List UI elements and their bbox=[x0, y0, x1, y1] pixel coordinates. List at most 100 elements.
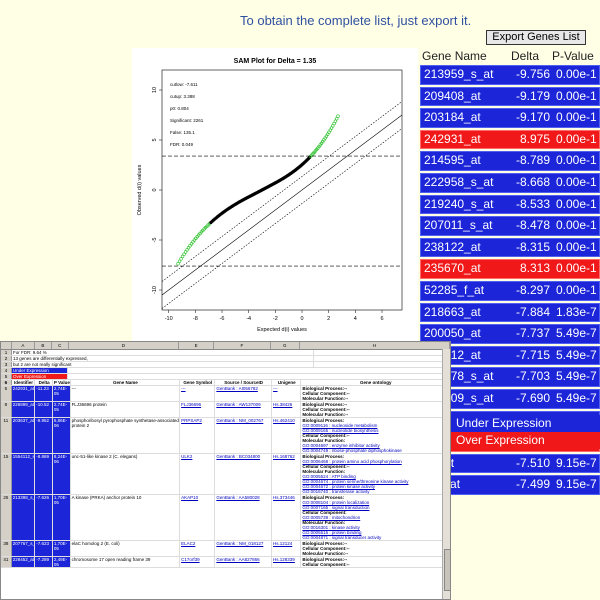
x-tick-label: 0 bbox=[300, 316, 303, 322]
go-term[interactable]: GO:0004672 : protein kinase activity bbox=[302, 484, 375, 489]
go-term[interactable]: GO:0007165 : signal transduction bbox=[302, 505, 370, 510]
p-value-cell: 5.49e-7 bbox=[556, 390, 597, 405]
export-genes-button[interactable]: Export Genes List bbox=[486, 30, 586, 45]
sheet-cell-uni[interactable]: Hs.373446 bbox=[272, 495, 302, 540]
vertical-scrollbar[interactable] bbox=[442, 349, 450, 599]
scrollbar-thumb[interactable] bbox=[444, 549, 450, 591]
go-term[interactable]: GO:0016740 : transferase activity bbox=[302, 489, 370, 494]
gene-row[interactable]: 235670_at 8.313 0.00e-1 bbox=[420, 259, 600, 279]
gene-row[interactable]: 209709_s_at -7.690 5.49e-7 bbox=[420, 388, 600, 409]
go-term[interactable]: GO:0004674 : protein serine/threonine ki… bbox=[302, 479, 409, 484]
sheet-cell-uni[interactable]: Hs.462410 bbox=[272, 418, 302, 453]
sheet-cell-src[interactable]: GenBank : AA580028 bbox=[215, 495, 273, 540]
plot-stat: FDR: 0.049 bbox=[170, 142, 194, 147]
sam-plot: SAM Plot for Delta = 1.35 Expected d(i) … bbox=[132, 48, 418, 368]
sheet-cell-sym[interactable]: C17orf39 bbox=[180, 557, 216, 567]
col-letter[interactable]: B bbox=[35, 342, 52, 349]
x-tick-label: -4 bbox=[246, 316, 251, 322]
delta-cell: 8.313 bbox=[519, 261, 550, 276]
sheet-data-row: 8 226899_at -10.52 2,74E-05 FLJ36696 protein… bbox=[1, 402, 450, 418]
go-term[interactable]: GO:0008104 : protein localization bbox=[302, 500, 370, 505]
sheet-cell-uni[interactable]: Hs.128339 bbox=[272, 557, 302, 567]
sheet-cell-sym[interactable]: AKAP10 bbox=[180, 495, 216, 540]
sheet-cell-src[interactable]: GenBank : BC034800 bbox=[215, 454, 273, 494]
p-value-cell: 0.00e-1 bbox=[556, 218, 597, 233]
col-letter[interactable]: D bbox=[69, 342, 180, 349]
sheet-cell-id: 203637_at bbox=[11, 418, 36, 453]
sheet-legend-over: Over Expression bbox=[12, 374, 68, 379]
go-term: Biological Process: bbox=[302, 454, 345, 459]
gene-row[interactable]: 242931_at 8.975 0.00e-1 bbox=[420, 129, 600, 150]
go-term[interactable]: GO:0005524 : ATP binding bbox=[302, 474, 356, 479]
go-term: Biological Process:-- bbox=[302, 402, 348, 407]
sheet-cell-src[interactable]: GenBank : NM_002767 bbox=[215, 418, 273, 453]
delta-cell: -7.737 bbox=[515, 326, 550, 341]
go-term: Molecular Function:-- bbox=[302, 412, 349, 417]
gene-row[interactable]: 52285_f_at -8.297 0.00e-1 bbox=[420, 280, 600, 301]
sheet-cell-go: Biological Process: GO:0009116 : nucleosi… bbox=[301, 418, 450, 453]
go-term[interactable]: GO:0005739 : mitochondrion bbox=[302, 515, 361, 520]
go-term: Biological Process:-- bbox=[302, 557, 348, 562]
gene-row[interactable]: 218663_at -7.884 1.83e-7 bbox=[420, 302, 600, 323]
go-term[interactable]: GO:0004749 : ribose-phosphate diphosphok… bbox=[302, 448, 402, 453]
sheet-header-row: 6 Identifier Delta P Value Gene Name Gen… bbox=[1, 380, 450, 386]
go-term: Molecular Function: bbox=[302, 520, 346, 525]
p-value-cell: 9.15e-7 bbox=[556, 477, 597, 492]
col-letter[interactable]: C bbox=[52, 342, 69, 349]
go-term[interactable]: GO:0004697 : enzyme inhibitor activity bbox=[302, 443, 380, 448]
go-term[interactable]: GO:0006468 : protein amino acid phosphor… bbox=[302, 459, 402, 464]
gene-row[interactable]: 209408_at -9.179 0.00e-1 bbox=[420, 86, 600, 107]
col-letter[interactable]: H bbox=[300, 342, 450, 349]
gene-row[interactable]: 207011_s_at -8.478 0.00e-1 bbox=[420, 216, 600, 236]
sheet-cell-src[interactable]: GenBank : NM_018127 bbox=[215, 541, 273, 556]
gene-row[interactable]: 213959_s_at -9.756 0.00e-1 bbox=[420, 65, 600, 85]
gene-row[interactable]: 200050_at -7.737 5.49e-7 bbox=[420, 324, 600, 344]
go-term: Cellular Component:-- bbox=[302, 546, 350, 551]
col-letter[interactable]: E bbox=[179, 342, 215, 349]
spreadsheet-window[interactable]: A B C D E F G H 1 For FDR: 9.64 % 2 13 gen… bbox=[0, 341, 451, 600]
row-number: 41 bbox=[1, 557, 12, 567]
sheet-cell-src[interactable]: GenBank : AW137009 bbox=[215, 402, 273, 417]
sheet-cell-sym[interactable]: PRPSAP2 bbox=[180, 418, 216, 453]
header-delta: Delta bbox=[510, 49, 539, 63]
sheet-header: Identifier bbox=[12, 380, 36, 385]
plot-frame bbox=[161, 69, 403, 311]
p-value-cell: 5.49e-7 bbox=[556, 326, 597, 341]
significant-gene-point bbox=[188, 244, 192, 248]
go-term[interactable]: GO:0005515 : protein binding bbox=[302, 530, 362, 535]
sheet-cell-id: 213398_s_at bbox=[11, 495, 36, 540]
go-term[interactable]: GO:0009165 : nucleotide biosynthesis bbox=[302, 428, 379, 433]
sheet-cell-uni[interactable]: --- bbox=[272, 386, 302, 401]
sheet-cell-sym[interactable]: FLJ36696 bbox=[180, 402, 216, 417]
sheet-header: Unigene bbox=[272, 380, 302, 385]
gene-row[interactable]: 219240_s_at -8.533 0.00e-1 bbox=[420, 194, 600, 215]
sheet-cell-delta: -7.623 bbox=[35, 541, 53, 556]
sheet-cell-sym[interactable]: --- bbox=[180, 386, 216, 401]
gene-row[interactable]: 222958_s_at -8.668 0.00e-1 bbox=[420, 172, 600, 193]
gene-row[interactable]: 203184_at -9.170 0.00e-1 bbox=[420, 108, 600, 128]
col-letter[interactable]: A bbox=[12, 342, 35, 349]
go-term[interactable]: GO:0004871 : signal transducer activity bbox=[302, 535, 382, 540]
sheet-cell-sym[interactable]: ULK2 bbox=[180, 454, 216, 494]
gene-name-cell: 238122_at bbox=[424, 239, 481, 254]
go-term[interactable]: GO:0009116 : nucleoside metabolism bbox=[302, 423, 378, 428]
gene-name-cell: 218663_at bbox=[424, 304, 481, 319]
go-term: Molecular Function:-- bbox=[302, 551, 349, 556]
x-tick-label: -6 bbox=[220, 316, 225, 322]
gene-row[interactable]: 214595_at -8.789 0.00e-1 bbox=[420, 151, 600, 171]
col-letter[interactable]: F bbox=[214, 342, 271, 349]
sheet-cell-p: 6,86E-06 bbox=[52, 418, 71, 453]
go-term: Molecular Function: bbox=[302, 438, 346, 443]
sheet-cell-src[interactable]: GenBank : AI056782 bbox=[215, 386, 273, 401]
sheet-cell-uni[interactable]: Hs.12124 bbox=[272, 541, 302, 556]
go-term[interactable]: GO:0016301 : kinase activity bbox=[302, 525, 360, 530]
gene-row[interactable]: 238122_at -8.315 0.00e-1 bbox=[420, 237, 600, 258]
sheet-cell-uni[interactable]: Hs.168762 bbox=[272, 454, 302, 494]
sheet-cell-src[interactable]: GenBank : AA827866 bbox=[215, 557, 273, 567]
sheet-cell-sym[interactable]: ELAC2 bbox=[180, 541, 216, 556]
sheet-cell-go: Biological Process: GO:0006468 : protein … bbox=[301, 454, 450, 494]
col-letter[interactable]: G bbox=[271, 342, 300, 349]
sheet-cell-id: 228452_at bbox=[11, 557, 36, 567]
sheet-cell-uni[interactable]: Hs.38426 bbox=[272, 402, 302, 417]
